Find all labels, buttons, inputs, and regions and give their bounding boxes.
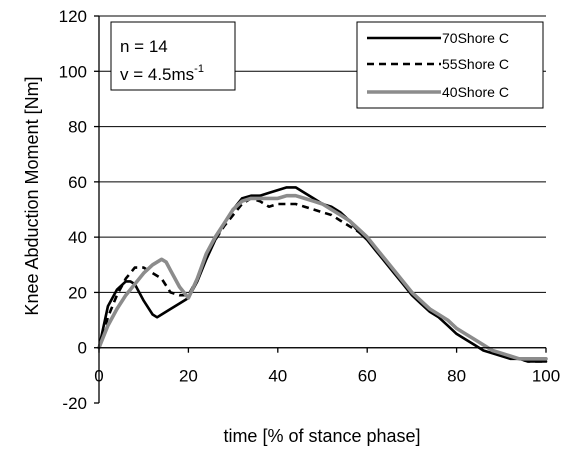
series-line-1	[97, 186, 548, 363]
y-tick-label-0: 0	[78, 339, 87, 358]
x-tick-label-80: 80	[447, 367, 466, 386]
y-tick-label-80: 80	[68, 118, 87, 137]
x-tick-label-100: 100	[532, 367, 560, 386]
annotation-frame	[110, 21, 236, 91]
y-tick-label-60: 60	[68, 173, 87, 192]
y-tick-label-120: 120	[59, 7, 87, 26]
series-line-3	[97, 193, 548, 361]
legend: 70Shore C 55Shore C 40Shore C	[356, 21, 544, 109]
legend-label-3: 40Shore C	[442, 84, 509, 100]
legend-label-1: 70Shore C	[442, 30, 509, 46]
series-line-2	[97, 197, 546, 363]
axes-layer	[94, 15, 547, 404]
annotation-velocity: v = 4.5ms-1	[120, 63, 204, 84]
x-tick-label-60: 60	[358, 367, 377, 386]
x-tick-label-0: 0	[94, 367, 103, 386]
x-tick-label-40: 40	[268, 367, 287, 386]
legend-label-2: 55Shore C	[442, 56, 509, 72]
x-tick-label-20: 20	[179, 367, 198, 386]
y-tick-label-20: 20	[68, 283, 87, 302]
annotation-velocity-base: v = 4.5ms	[120, 65, 194, 84]
annotation-sample-size: n = 14	[120, 37, 168, 56]
x-axis-title: time [% of stance phase]	[223, 426, 420, 446]
annotation-box: n = 14 v = 4.5ms-1	[110, 21, 236, 91]
y-tick-label-100: 100	[59, 62, 87, 81]
series-layer	[97, 186, 548, 363]
tick-labels: -20 0 20 40 60 80 100 120 0 20 40 60 80 100	[59, 7, 561, 413]
annotation-velocity-exponent: -1	[194, 63, 204, 75]
y-tick-label-40: 40	[68, 228, 87, 247]
y-axis-title: Knee Abduction Moment [Nm]	[22, 76, 42, 315]
y-tick-label--20: -20	[62, 394, 87, 413]
